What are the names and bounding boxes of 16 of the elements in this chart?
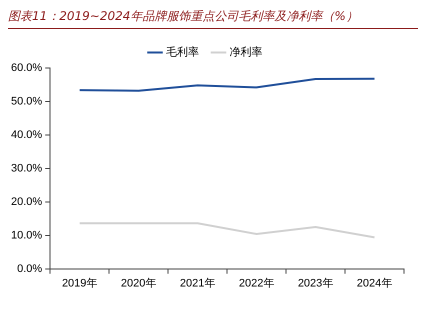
x-tick-label: 2021年 [180, 277, 216, 290]
y-tick-label: 60.0% [10, 62, 42, 74]
y-tick-label: 40.0% [10, 128, 42, 141]
y-tick-label: 10.0% [10, 229, 42, 242]
y-tick-label: 50.0% [10, 96, 42, 108]
x-tick-label: 2024年 [356, 277, 392, 290]
x-tick-label: 2019年 [62, 277, 98, 290]
y-tick-label: 20.0% [10, 196, 42, 208]
x-tick-label: 2023年 [298, 277, 334, 290]
x-tick-label: 2020年 [120, 277, 156, 290]
y-tick-label: 30.0% [10, 162, 42, 174]
chart-title: 图表11：2019~2024年品牌服饰重点公司毛利率及净利率（%） [8, 8, 418, 29]
x-tick-label: 2022年 [238, 277, 274, 290]
legend-label: 毛利率 [166, 45, 199, 58]
y-tick-label: 0.0% [17, 262, 42, 275]
legend-label: 净利率 [230, 45, 262, 58]
